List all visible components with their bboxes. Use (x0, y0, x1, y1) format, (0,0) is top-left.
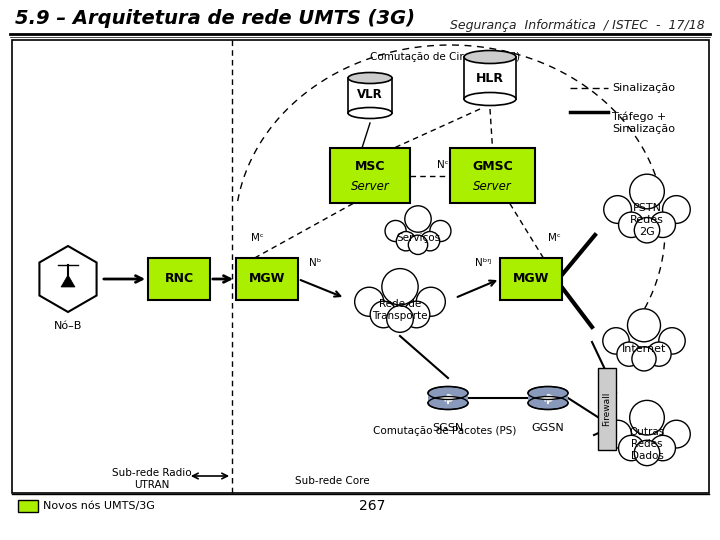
Text: Nó–B: Nó–B (54, 321, 82, 331)
Text: Sub-rede Radio
UTRAN: Sub-rede Radio UTRAN (112, 468, 192, 490)
Ellipse shape (388, 219, 448, 249)
FancyBboxPatch shape (464, 57, 516, 99)
Circle shape (355, 287, 384, 316)
Ellipse shape (359, 287, 441, 324)
FancyBboxPatch shape (18, 500, 38, 512)
Text: VLR: VLR (357, 89, 383, 102)
Ellipse shape (606, 325, 682, 364)
Text: Sinalização: Sinalização (612, 83, 675, 93)
Polygon shape (40, 246, 96, 312)
Text: Nᶜ: Nᶜ (437, 160, 449, 170)
Circle shape (370, 301, 397, 328)
FancyBboxPatch shape (348, 78, 392, 113)
Ellipse shape (428, 396, 468, 409)
Circle shape (630, 400, 665, 435)
FancyBboxPatch shape (330, 148, 410, 203)
Circle shape (604, 420, 631, 448)
Circle shape (650, 212, 675, 238)
Circle shape (659, 328, 685, 354)
Circle shape (662, 195, 690, 224)
Circle shape (634, 440, 660, 465)
Ellipse shape (428, 387, 468, 400)
Text: PSTN
Redes
2G: PSTN Redes 2G (630, 204, 664, 237)
Circle shape (604, 195, 631, 224)
Text: 267: 267 (359, 499, 385, 513)
Circle shape (408, 235, 428, 254)
Text: Outras
Redes
Dados: Outras Redes Dados (629, 427, 665, 461)
Circle shape (647, 342, 671, 366)
Text: GGSN: GGSN (531, 423, 564, 433)
Circle shape (603, 328, 629, 354)
Text: 5.9 – Arquitetura de rede UMTS (3G): 5.9 – Arquitetura de rede UMTS (3G) (15, 9, 415, 28)
Circle shape (632, 347, 656, 371)
Text: Sub-rede Core: Sub-rede Core (295, 476, 369, 486)
Circle shape (430, 220, 451, 241)
FancyBboxPatch shape (428, 393, 468, 403)
Text: HLR: HLR (476, 71, 504, 84)
Ellipse shape (464, 51, 516, 64)
Text: SGSN: SGSN (433, 423, 464, 433)
Circle shape (662, 420, 690, 448)
Text: Nᵇᵑ: Nᵇᵑ (474, 258, 491, 268)
Circle shape (387, 306, 413, 332)
Circle shape (618, 212, 644, 238)
Ellipse shape (608, 192, 686, 237)
Text: Rede de
Transporte: Rede de Transporte (372, 299, 428, 321)
Text: Mᶜ: Mᶜ (251, 233, 264, 243)
Ellipse shape (348, 107, 392, 118)
FancyBboxPatch shape (236, 258, 298, 300)
FancyBboxPatch shape (598, 368, 616, 450)
Circle shape (405, 206, 431, 232)
Text: Mᶜ: Mᶜ (548, 233, 561, 243)
FancyBboxPatch shape (500, 258, 562, 300)
FancyBboxPatch shape (450, 148, 535, 203)
Text: RNC: RNC (164, 273, 194, 286)
Circle shape (385, 220, 406, 241)
Text: Novos nós UMTS/3G: Novos nós UMTS/3G (43, 501, 155, 511)
Ellipse shape (464, 92, 516, 105)
Circle shape (630, 174, 665, 209)
Text: GMSC: GMSC (472, 159, 513, 172)
Text: MSC: MSC (355, 159, 385, 172)
Circle shape (617, 342, 641, 366)
Ellipse shape (528, 396, 568, 409)
FancyBboxPatch shape (12, 40, 709, 493)
Text: Comutação de Circuitos (CS): Comutação de Circuitos (CS) (370, 52, 520, 62)
FancyBboxPatch shape (528, 393, 568, 403)
Circle shape (403, 301, 430, 328)
Circle shape (628, 309, 660, 342)
Text: Comutação de Pacotes (PS): Comutação de Pacotes (PS) (373, 426, 517, 436)
Text: Server: Server (351, 179, 390, 192)
Circle shape (416, 287, 445, 316)
Circle shape (420, 232, 440, 251)
Ellipse shape (348, 72, 392, 84)
Text: Serviços: Serviços (396, 233, 440, 243)
FancyBboxPatch shape (148, 258, 210, 300)
Ellipse shape (608, 418, 686, 458)
Ellipse shape (528, 387, 568, 400)
Text: Server: Server (473, 179, 512, 192)
Circle shape (618, 435, 644, 461)
Text: MGW: MGW (513, 273, 549, 286)
Circle shape (634, 218, 660, 243)
Text: Firewall: Firewall (603, 392, 611, 426)
Circle shape (382, 268, 418, 305)
Circle shape (396, 232, 415, 251)
Polygon shape (61, 275, 75, 287)
Text: MGW: MGW (249, 273, 285, 286)
Text: Internet: Internet (622, 344, 666, 354)
Text: Tráfego +
Sinalização: Tráfego + Sinalização (612, 112, 675, 134)
Circle shape (650, 435, 675, 461)
Text: Nᵇ: Nᵇ (309, 258, 321, 268)
Text: Segurança  Informática  / ISTEC  -  17/18: Segurança Informática / ISTEC - 17/18 (450, 19, 705, 32)
